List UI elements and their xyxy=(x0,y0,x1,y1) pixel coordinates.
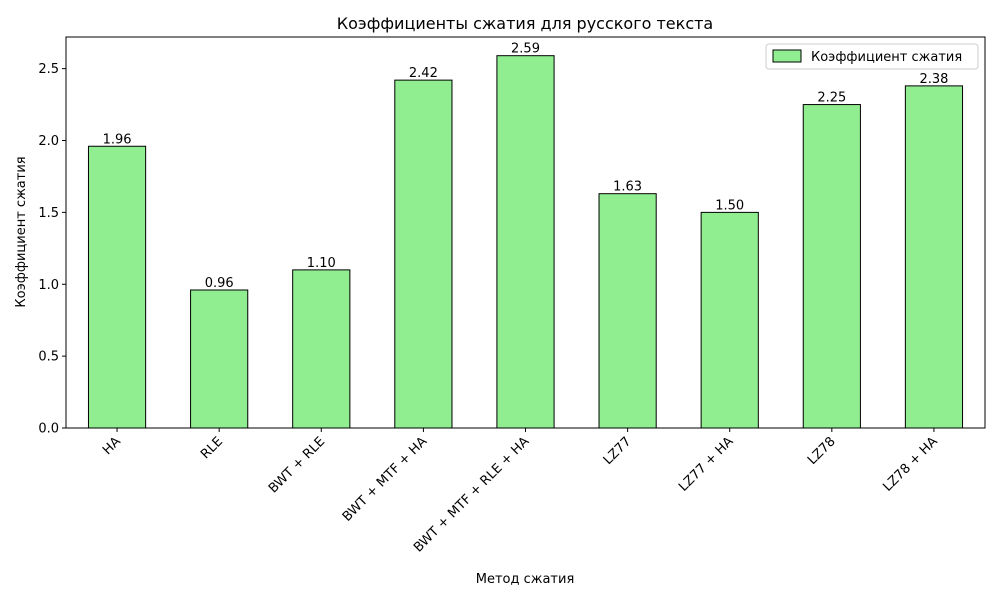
x-tick-label: BWT + MTF + HA xyxy=(340,434,430,524)
bar-value-label: 2.59 xyxy=(511,42,540,57)
bar-value-label: 2.42 xyxy=(409,66,438,81)
chart-title: Коэффициенты сжатия для русского текста xyxy=(337,14,713,33)
legend-swatch xyxy=(772,49,802,63)
bar-value-label: 1.10 xyxy=(307,256,336,271)
plot-area: 0.0 0.5 1.0 1.5 2.0 2.5 1.96 HA 0.96 RLE 1.10 BWT +… xyxy=(38,42,964,556)
y-tick-label: 1.5 xyxy=(38,206,59,221)
bar xyxy=(87,145,147,429)
x-tick-label: LZ78 + HA xyxy=(880,434,941,495)
x-tick-label: LZ77 xyxy=(601,434,635,468)
y-tick-label: 1.0 xyxy=(38,278,59,293)
plot-frame xyxy=(65,36,986,429)
y-tick-label: 0.5 xyxy=(38,350,59,365)
x-axis-label: Метод сжатия xyxy=(476,572,575,587)
bar xyxy=(292,269,351,429)
x-tick-label: BWT + RLE xyxy=(266,434,328,496)
bar xyxy=(496,55,555,429)
bar-value-label: 1.50 xyxy=(715,198,744,213)
bar xyxy=(598,193,657,429)
bar xyxy=(802,104,861,429)
x-tick-label: BWT + MTF + RLE + HA xyxy=(411,434,532,555)
x-tick-label: LZ78 xyxy=(805,434,839,468)
y-axis-label: Коэффициент сжатия xyxy=(14,156,29,307)
x-tick-label: RLE xyxy=(198,434,226,462)
y-tick-label: 2.5 xyxy=(38,62,59,77)
legend-entry-label: Коэффициент сжатия xyxy=(811,50,962,65)
bar-value-label: 2.38 xyxy=(919,72,948,87)
bar-value-label: 1.63 xyxy=(613,180,642,195)
bar xyxy=(394,79,453,429)
bar-value-label: 1.96 xyxy=(103,132,132,147)
bar xyxy=(904,85,964,429)
bar-value-label: 0.96 xyxy=(205,276,234,291)
y-tick-label: 2.0 xyxy=(38,134,59,149)
bar xyxy=(700,211,759,429)
legend: Коэффициент сжатия xyxy=(765,43,979,70)
x-tick-label: HA xyxy=(100,434,124,458)
bar xyxy=(190,289,249,429)
legend-box xyxy=(765,43,979,70)
x-tick-label: LZ77 + HA xyxy=(676,434,737,495)
bar-value-label: 2.25 xyxy=(817,91,846,106)
y-tick-label: 0.0 xyxy=(38,422,59,437)
